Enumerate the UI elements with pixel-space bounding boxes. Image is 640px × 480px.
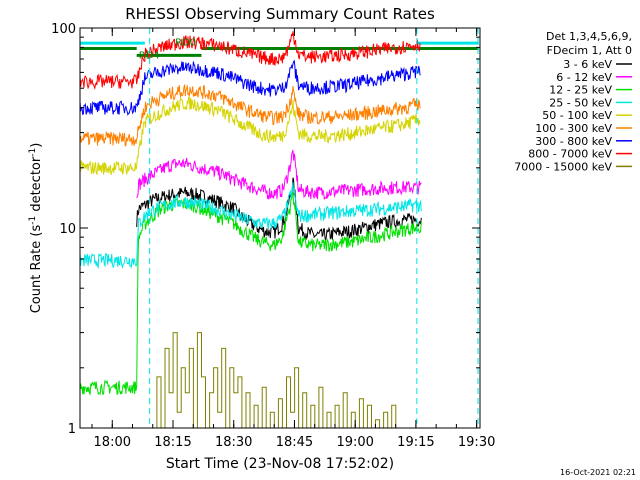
series-line-3 [80,182,422,269]
series-lines [80,31,422,428]
legend-entry-label-3: 25 - 50 keV [549,96,612,109]
y-axis-label-main: Count Rate (s [29,225,44,314]
x-tick-label-1: 18:15 [154,435,191,450]
x-tick-label-5: 19:15 [397,435,434,450]
x-axis-label: Start Time (23-Nov-08 17:52:02) [166,456,394,472]
legend-entry-label-6: 300 - 800 keV [535,135,612,148]
series-line-2 [80,192,422,396]
chart-title: RHESSI Observing Summary Count Rates [125,5,435,23]
legend-entry-label-7: 800 - 7000 keV [528,148,612,161]
x-tick-label-3: 18:45 [276,435,313,450]
y-axis-label-sup1: -1 [28,216,38,225]
legend-header-0: Det 1,3,4,5,6,9, [546,30,632,43]
series-line-6 [80,59,421,117]
annotation-0: RD0 [175,37,196,48]
x-tick-label-0: 18:00 [94,435,131,450]
series-line-8 [80,332,421,428]
x-tick-label-6: 19:30 [458,435,495,450]
y-tick-label-2: 100 [51,22,76,37]
series-line-5 [80,84,421,147]
x-tick-label-2: 18:30 [215,435,252,450]
series-line-1 [136,150,422,200]
legend-entry-label-5: 100 - 300 keV [535,122,612,135]
annotation-1: RD4 [139,50,160,61]
legend-entry-label-1: 6 - 12 keV [556,71,612,84]
legend-entry-label-0: 3 - 6 keV [563,58,612,71]
legend-entry-label-4: 50 - 100 keV [542,109,612,122]
annotations: RD0 RD4 [139,37,196,61]
series-line-4 [80,96,421,176]
y-axis-label-end: ) [29,143,44,148]
legend-header-1: FDecim 1, Att 0 [547,44,632,57]
legend: Det 1,3,4,5,6,9,FDecim 1, Att 03 - 6 keV… [514,30,632,173]
y-axis-label-mid: detector [29,156,44,216]
x-tick-label-4: 19:00 [336,435,373,450]
series-line-7 [80,31,421,90]
legend-entry-label-8: 7000 - 15000 keV [514,160,612,173]
legend-entry-label-2: 12 - 25 keV [549,84,612,97]
y-tick-label-1: 10 [59,222,76,237]
y-axis-label: Count Rate (s-1 detector-1) [28,143,44,314]
attenuator-bars [80,41,479,57]
axes: 18:00 18:15 18:30 18:45 19:00 19:15 19:30 1 10 10… [51,22,495,450]
y-tick-label-0: 1 [68,422,76,437]
timestamp: 16-Oct-2021 02:21 [560,468,636,477]
series-line-0 [136,177,422,242]
y-axis-label-sup2: -1 [28,148,38,157]
